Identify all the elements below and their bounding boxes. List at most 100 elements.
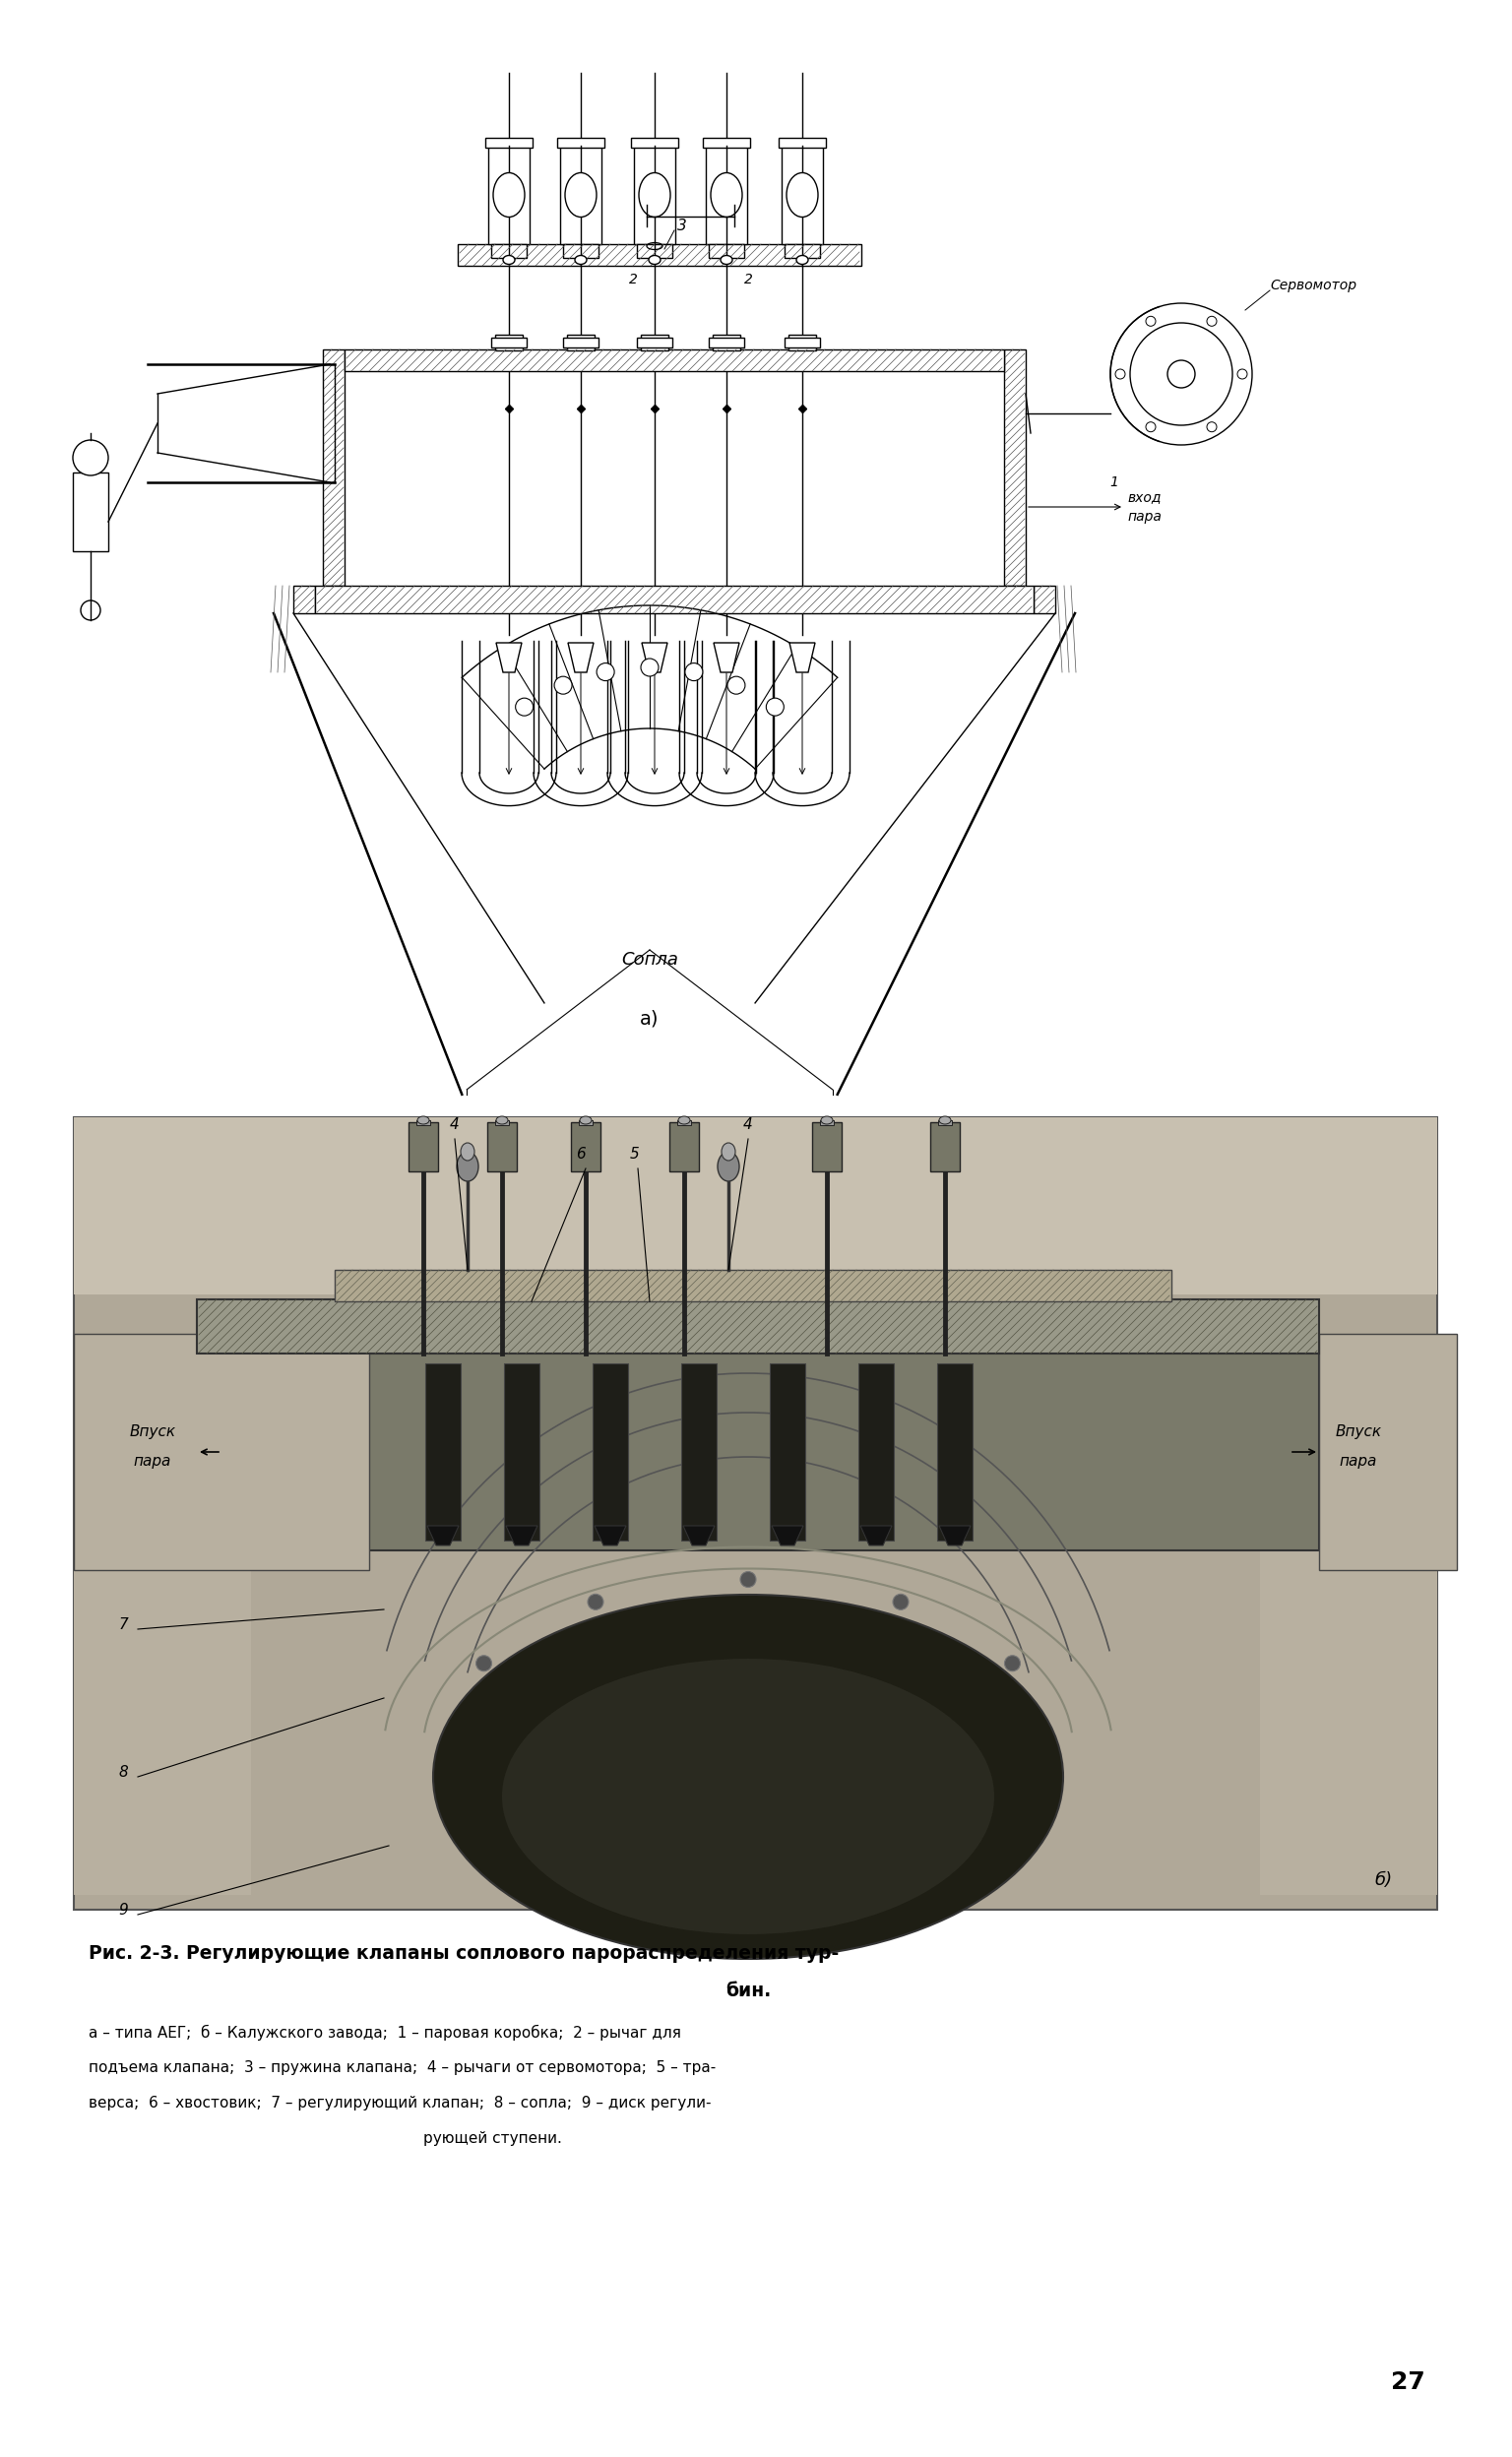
Polygon shape bbox=[507, 1526, 537, 1545]
Bar bbox=[458, 243, 862, 265]
Ellipse shape bbox=[821, 1115, 833, 1125]
Text: 27: 27 bbox=[1391, 2371, 1424, 2393]
Circle shape bbox=[741, 1572, 756, 1587]
Circle shape bbox=[1129, 322, 1232, 425]
Text: 4: 4 bbox=[744, 1118, 753, 1133]
Bar bbox=[491, 243, 526, 258]
Bar bbox=[637, 243, 673, 258]
Circle shape bbox=[1146, 317, 1155, 327]
Text: 1: 1 bbox=[1110, 477, 1119, 489]
Circle shape bbox=[892, 1595, 909, 1609]
Bar bbox=[709, 337, 744, 346]
Bar bbox=[197, 1300, 1318, 1354]
Bar bbox=[425, 1364, 461, 1541]
Text: верса;  6 – хвостовик;  7 – регулирующий клапан;  8 – сопла;  9 – диск регули-: верса; 6 – хвостовик; 7 – регулирующий к… bbox=[89, 2096, 711, 2111]
Circle shape bbox=[555, 676, 572, 695]
Text: б): б) bbox=[1374, 1872, 1393, 1889]
Bar bbox=[703, 138, 750, 147]
Text: 8: 8 bbox=[118, 1764, 129, 1779]
Bar bbox=[197, 1354, 1318, 1550]
Circle shape bbox=[1237, 369, 1247, 378]
Bar bbox=[334, 1270, 1172, 1302]
Bar bbox=[416, 1120, 431, 1125]
Ellipse shape bbox=[649, 256, 661, 265]
Bar bbox=[562, 337, 599, 346]
Ellipse shape bbox=[711, 172, 742, 216]
Bar bbox=[488, 145, 529, 243]
Polygon shape bbox=[594, 1526, 626, 1545]
Polygon shape bbox=[714, 644, 739, 673]
Ellipse shape bbox=[565, 172, 597, 216]
Bar bbox=[812, 1123, 842, 1172]
Circle shape bbox=[767, 698, 783, 715]
Text: пара: пара bbox=[133, 1455, 171, 1469]
Text: а): а) bbox=[640, 1010, 659, 1027]
Circle shape bbox=[476, 1656, 491, 1671]
Bar bbox=[485, 138, 532, 147]
Text: 7: 7 bbox=[118, 1617, 129, 1631]
Ellipse shape bbox=[679, 1115, 689, 1125]
Text: Впуск: Впуск bbox=[130, 1425, 175, 1440]
Bar bbox=[670, 1123, 699, 1172]
Bar bbox=[631, 138, 679, 147]
Text: пара: пара bbox=[1340, 1455, 1377, 1469]
Ellipse shape bbox=[461, 1143, 475, 1160]
Bar bbox=[74, 1334, 369, 1570]
Ellipse shape bbox=[457, 1152, 478, 1182]
Text: Сервомотор: Сервомотор bbox=[1270, 278, 1356, 292]
Ellipse shape bbox=[939, 1115, 951, 1125]
Polygon shape bbox=[939, 1526, 971, 1545]
Text: 4: 4 bbox=[451, 1118, 460, 1133]
Bar bbox=[503, 1364, 540, 1541]
Polygon shape bbox=[771, 1526, 803, 1545]
Bar bbox=[567, 334, 594, 351]
Bar bbox=[937, 1364, 972, 1541]
Bar bbox=[556, 138, 605, 147]
Ellipse shape bbox=[502, 1658, 995, 1934]
Circle shape bbox=[516, 698, 534, 715]
Bar bbox=[682, 1364, 717, 1541]
Bar bbox=[709, 243, 744, 258]
Bar bbox=[314, 585, 1034, 614]
Bar bbox=[74, 1550, 251, 1894]
Ellipse shape bbox=[503, 256, 514, 265]
Text: Рис. 2-3. Регулирующие клапаны соплового парораспределения тур-: Рис. 2-3. Регулирующие клапаны соплового… bbox=[89, 1943, 839, 1963]
Polygon shape bbox=[641, 644, 667, 673]
Circle shape bbox=[1207, 423, 1217, 432]
Circle shape bbox=[1116, 369, 1125, 378]
Ellipse shape bbox=[575, 256, 587, 265]
Bar bbox=[74, 1118, 1438, 1909]
Bar bbox=[1034, 585, 1055, 614]
Ellipse shape bbox=[721, 1143, 735, 1160]
Circle shape bbox=[73, 440, 109, 477]
Bar bbox=[1259, 1550, 1438, 1894]
Circle shape bbox=[685, 663, 703, 681]
Circle shape bbox=[1004, 1656, 1021, 1671]
Text: подъема клапана;  3 – пружина клапана;  4 – рычаги от сервомотора;  5 – тра-: подъема клапана; 3 – пружина клапана; 4 … bbox=[89, 2061, 715, 2076]
Bar bbox=[593, 1364, 627, 1541]
Text: 2: 2 bbox=[744, 273, 753, 287]
Bar bbox=[712, 334, 741, 351]
Circle shape bbox=[1207, 317, 1217, 327]
Circle shape bbox=[597, 663, 614, 681]
Bar bbox=[770, 1364, 806, 1541]
Bar bbox=[562, 243, 599, 258]
Polygon shape bbox=[860, 1526, 892, 1545]
Bar bbox=[579, 1120, 593, 1125]
Bar bbox=[491, 337, 526, 346]
Text: бин.: бин. bbox=[726, 1980, 771, 2000]
Ellipse shape bbox=[417, 1115, 429, 1125]
Polygon shape bbox=[789, 644, 815, 673]
Polygon shape bbox=[428, 1526, 458, 1545]
Ellipse shape bbox=[797, 256, 809, 265]
Text: рующей ступени.: рующей ступени. bbox=[423, 2130, 561, 2145]
Ellipse shape bbox=[721, 256, 732, 265]
Ellipse shape bbox=[493, 172, 525, 216]
Bar bbox=[487, 1123, 517, 1172]
Bar bbox=[74, 1118, 1438, 1295]
Text: 9: 9 bbox=[118, 1902, 129, 1916]
Bar bbox=[641, 334, 668, 351]
Circle shape bbox=[1146, 423, 1155, 432]
Bar bbox=[937, 1120, 953, 1125]
Polygon shape bbox=[569, 644, 594, 673]
